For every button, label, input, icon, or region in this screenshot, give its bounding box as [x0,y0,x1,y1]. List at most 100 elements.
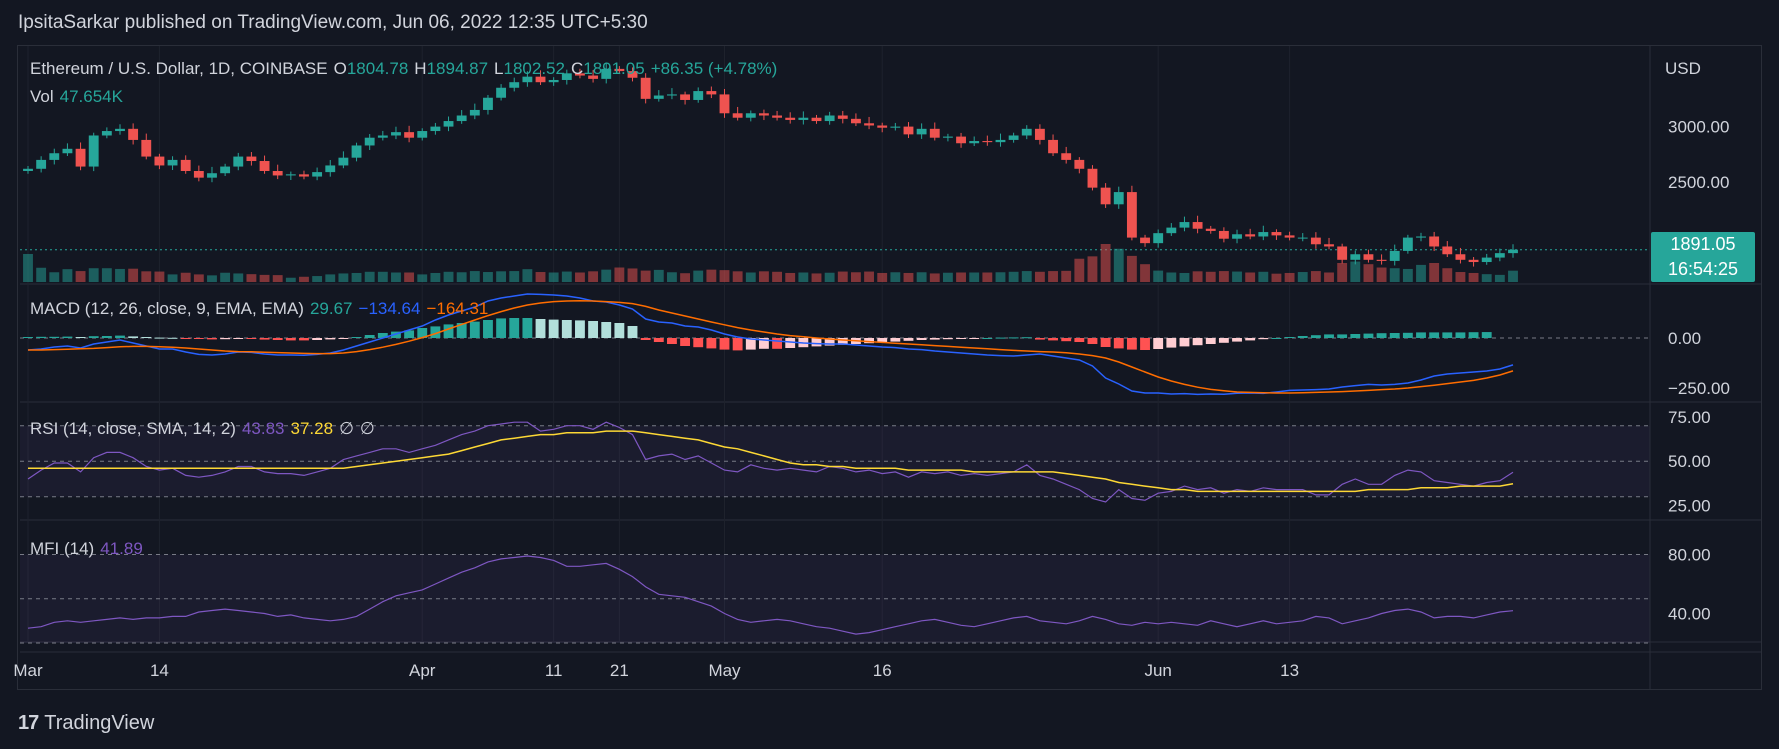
time-tick: 16 [873,661,892,680]
candle-body [916,128,927,135]
candle-body [391,132,401,136]
volume-bar [456,272,467,282]
macd-hist-bar [903,338,914,341]
macd-hist-bar [1245,338,1256,341]
volume-bar [1363,264,1374,282]
macd-hist-bar [364,335,375,338]
chart-frame[interactable] [17,45,1762,690]
volume-bar [1416,264,1426,282]
price-legend: Ethereum / U.S. Dollar, 1D, COINBASE O180… [30,59,783,79]
candle-body [1324,244,1334,247]
open-label: O [333,59,347,78]
candle-body [877,125,888,128]
volume-bar [496,271,507,282]
rsi-line [27,421,1514,503]
candle-body [837,115,848,119]
mfi-value: 41.89 [100,539,143,558]
volume-bar [1192,271,1203,282]
macd-hist-bar [1034,338,1045,340]
tradingview-logo-icon: 17 [18,712,39,734]
band-fill [20,554,1650,643]
macd-hist-bar [246,338,257,339]
candle-body [233,156,244,167]
time-tick: 21 [610,661,629,680]
candle-body [101,131,112,136]
volume-bar [706,269,717,282]
candle-body [167,159,178,166]
candle-body [338,157,349,166]
volume-bar [338,273,349,282]
volume-label[interactable]: Vol [30,87,54,106]
grid-lines [20,46,1762,643]
volume-bar [1100,244,1111,282]
candle-body [1166,227,1177,234]
volume-bar [1310,271,1321,282]
candle-body [325,165,336,173]
open-value: 1804.78 [346,59,409,78]
macd-hist-bar [1468,332,1479,338]
volume-bar [601,269,612,282]
candle-body [299,174,309,177]
candle-body [496,87,507,98]
macd-hist-bar [890,338,901,342]
macd-hist-bar [443,324,454,338]
candle-body [1389,250,1400,261]
candle-body [1087,168,1098,188]
macd-hist-bar [1113,338,1124,349]
last-price-tag: 1891.05 16:54:25 [1651,232,1755,282]
volume-bar [1021,271,1032,282]
candle-body [1297,237,1308,239]
candle-body [272,171,283,176]
mfi-tick: 80.00 [1668,546,1711,565]
volume-bar [1284,272,1295,282]
macd-hist-bar [430,326,441,338]
symbol-title[interactable]: Ethereum / U.S. Dollar, 1D, COINBASE [30,59,328,78]
close-label: C [570,59,584,78]
macd-hist-bar [167,337,178,339]
candle-body [115,128,125,132]
macd-hist-bar [88,336,99,338]
macd-hist-bar [49,336,60,338]
candle-body [75,148,86,167]
volume-bar [1008,271,1019,282]
volume-bar [36,267,47,282]
macd-hist-bar [601,322,612,338]
candle-body [285,174,296,176]
volume-bar [1297,272,1308,282]
macd-hist-value: 29.67 [309,299,353,318]
rsi-tick: 25.00 [1668,497,1711,516]
candle-body [193,171,204,178]
volume-bar [614,267,625,282]
volume-legend: Vol 47.654K [30,87,129,107]
candle-body [824,115,835,122]
macd-hist-bar [351,337,362,338]
rsi-na-2: ∅ [359,419,375,438]
macd-hist-bar [207,338,217,340]
macd-hist-bar [824,338,835,346]
volume-bar [548,272,559,282]
macd-hist-bar [75,337,86,338]
candle-body [1416,236,1426,238]
macd-label[interactable]: MACD (12, 26, close, 9, EMA, EMA) [30,299,304,318]
publisher-header: IpsitaSarkar published on TradingView.co… [18,12,648,33]
macd-hist-bar [1087,338,1098,344]
tradingview-logo[interactable]: 17 TradingView [18,712,154,735]
macd-hist-bar [1284,337,1295,338]
volume-bar [312,276,323,282]
volume-bar [903,272,914,282]
candle-body [1048,139,1058,154]
macd-hist-bar [811,338,822,347]
rsi-label[interactable]: RSI (14, close, SMA, 14, 2) [30,419,236,438]
volume-bar [575,272,585,282]
candle-body [154,156,165,166]
macd-hist-bar [1008,337,1019,339]
volume-bar [785,272,796,282]
macd-hist-bar [1166,338,1177,348]
candle-body [942,136,953,138]
volume-bar [890,272,901,282]
mfi-label[interactable]: MFI (14) [30,539,95,558]
macd-hist-bar [391,331,401,338]
candle-body [522,76,533,83]
macd-hist-bar [561,320,572,338]
